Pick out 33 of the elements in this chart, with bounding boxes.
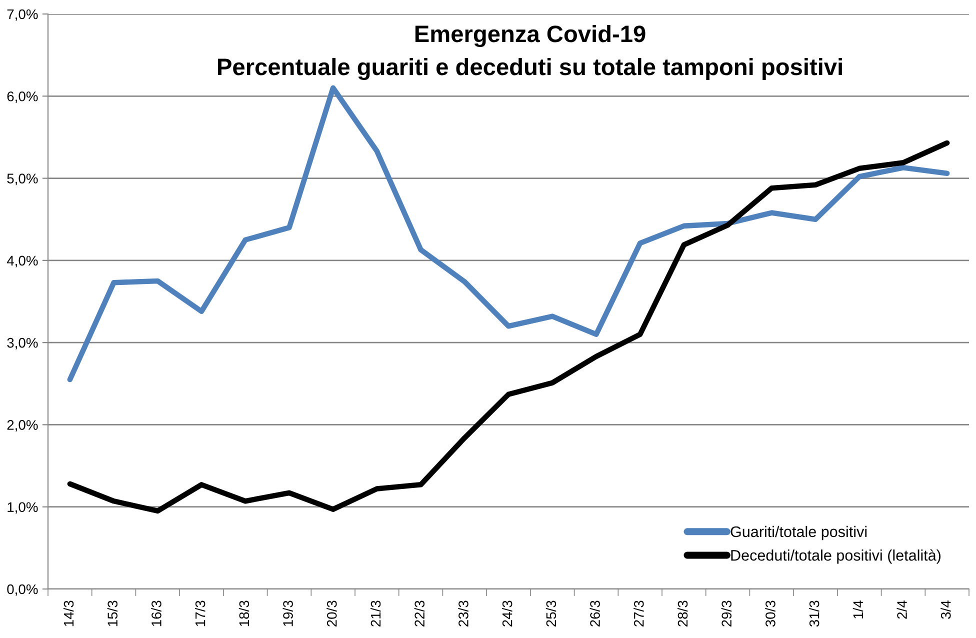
x-tick-label: 17/3 <box>195 600 206 626</box>
x-tick-label: 22/3 <box>414 600 425 626</box>
y-tick-label: 0,0% <box>7 584 38 596</box>
x-tick-label: 25/3 <box>546 600 556 626</box>
x-tick-label: 28/3 <box>677 600 688 626</box>
x-tick-label: 31/3 <box>809 600 820 627</box>
x-tick-label: 21/3 <box>370 600 381 626</box>
y-tick-label: 4,0% <box>6 256 38 268</box>
y-tick-label: 6,0% <box>7 91 38 103</box>
x-tick-label: 2/4 <box>896 600 907 619</box>
y-tick-label: 7,0% <box>7 9 38 21</box>
x-tick-label: 23/3 <box>458 600 468 626</box>
x-tick-label: 29/3 <box>721 600 732 626</box>
x-tick-label: 24/3 <box>502 600 512 626</box>
x-tick-label: 16/3 <box>151 600 162 626</box>
x-tick-label: 18/3 <box>238 600 250 626</box>
legend-label: Deceduti/totale positivi (letalità) <box>731 549 940 564</box>
x-tick-label: 26/3 <box>590 600 600 626</box>
x-tick-label: 14/3 <box>63 600 74 626</box>
x-tick-label: 27/3 <box>634 600 644 626</box>
x-tick-label: 15/3 <box>107 600 118 626</box>
chart-title: Emergenza Covid-19 <box>415 24 646 48</box>
y-tick-label: 1,0% <box>8 502 38 514</box>
y-tick-label: 3,0% <box>7 338 38 350</box>
x-tick-label: 20/3 <box>326 600 337 626</box>
x-tick-label: 3/4 <box>940 600 951 619</box>
y-tick-label: 5,0% <box>7 174 38 186</box>
legend-label: Guariti/totale positivi <box>730 526 867 540</box>
x-tick-label: 30/3 <box>765 600 776 627</box>
text: Percentuale guariti e deceduti su totale tamponi positivi <box>218 58 842 80</box>
x-tick-label: 19/3 <box>282 600 293 626</box>
x-tick-label: 1/4 <box>852 600 864 618</box>
y-tick-label: 2,0% <box>7 420 38 432</box>
